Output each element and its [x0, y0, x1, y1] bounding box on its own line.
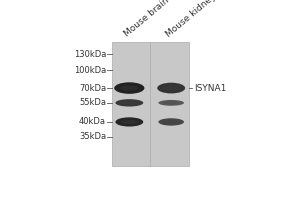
Text: ISYNA1: ISYNA1 — [194, 84, 227, 93]
Text: Mouse brain: Mouse brain — [122, 0, 171, 39]
Ellipse shape — [121, 101, 138, 105]
Ellipse shape — [116, 117, 143, 127]
Ellipse shape — [164, 102, 179, 104]
Text: Mouse kidney: Mouse kidney — [164, 0, 218, 39]
Text: 55kDa: 55kDa — [79, 98, 106, 107]
Ellipse shape — [114, 82, 145, 94]
Ellipse shape — [121, 120, 138, 124]
Bar — [112, 42, 189, 166]
Text: 35kDa: 35kDa — [79, 132, 106, 141]
Text: 70kDa: 70kDa — [79, 84, 106, 93]
Text: 40kDa: 40kDa — [79, 117, 106, 126]
Text: 130kDa: 130kDa — [74, 50, 106, 59]
Text: 100kDa: 100kDa — [74, 66, 106, 75]
Ellipse shape — [116, 99, 143, 107]
Ellipse shape — [158, 100, 184, 106]
Ellipse shape — [157, 83, 185, 93]
Ellipse shape — [120, 85, 138, 91]
Ellipse shape — [158, 118, 184, 126]
Ellipse shape — [163, 86, 180, 90]
Ellipse shape — [164, 120, 179, 124]
